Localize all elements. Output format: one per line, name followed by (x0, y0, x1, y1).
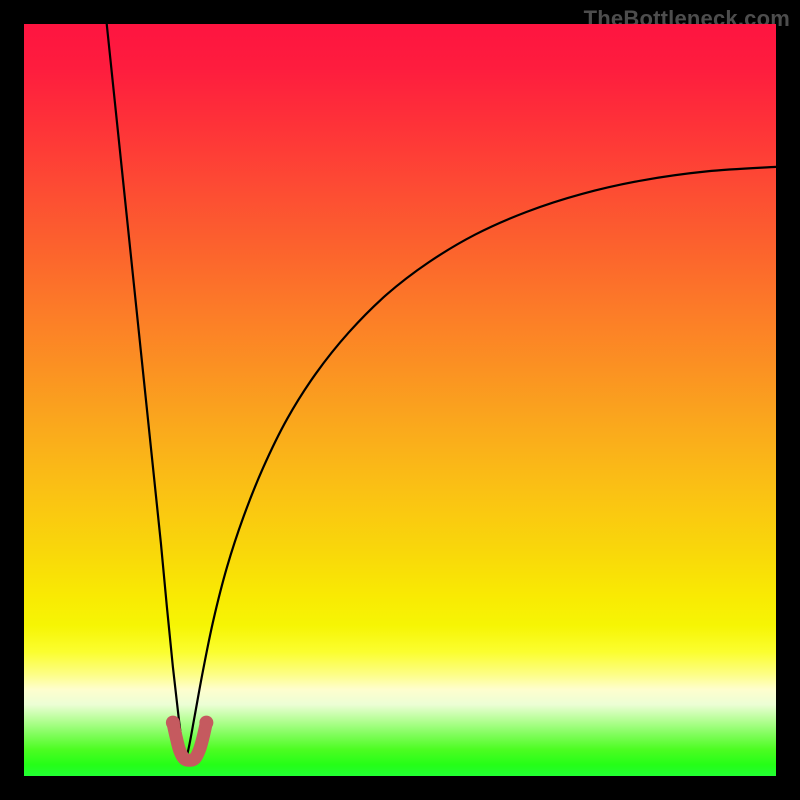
chart-frame: TheBottleneck.com (0, 0, 800, 800)
trough-marker-endcap (199, 716, 213, 730)
chart-background (24, 24, 776, 776)
bottleneck-curve-chart (24, 24, 776, 776)
trough-marker-endcap (166, 716, 180, 730)
